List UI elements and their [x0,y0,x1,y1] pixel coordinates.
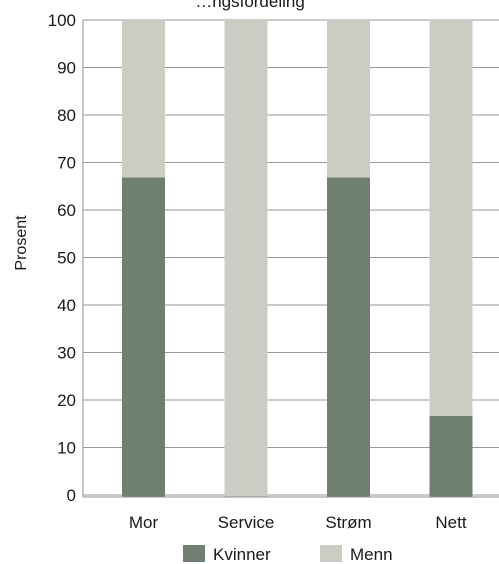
y-tick-label: 60 [57,201,76,220]
x-tick-label: Nett [435,513,466,532]
bar-menn-0 [122,20,165,178]
bar-menn-1 [224,20,268,497]
bar-menn-3 [429,20,473,416]
y-tick-label: 100 [48,11,76,30]
legend-label-menn: Menn [350,545,393,564]
x-tick-label: Service [218,513,275,532]
axes [82,20,499,498]
legend-label-kvinner: Kvinner [213,545,271,564]
x-tick-labels: Mor Service Strøm Nett [129,513,467,532]
y-tick-label: 70 [57,154,76,173]
legend-swatch-menn [320,545,342,562]
y-tick-label: 80 [57,106,76,125]
y-tick-label: 30 [57,344,76,363]
chart-title: …ngsfordeling [195,0,305,11]
y-tick-label: 50 [57,249,76,268]
y-tick-label: 20 [57,391,76,410]
y-tick-label: 40 [57,296,76,315]
bar-kvinner-2 [327,177,370,497]
bars [122,20,473,497]
y-tick-label: 10 [57,439,76,458]
legend: Kvinner Menn [183,545,393,564]
y-tick-label: 0 [67,486,76,505]
y-tick-label: 90 [57,59,76,78]
bar-kvinner-3 [429,415,473,497]
x-tick-label: Strøm [325,513,371,532]
x-tick-label: Mor [129,513,159,532]
y-axis-title: Prosent [13,215,30,271]
bar-menn-2 [327,20,370,178]
legend-swatch-kvinner [183,545,205,562]
bar-kvinner-0 [122,177,165,497]
